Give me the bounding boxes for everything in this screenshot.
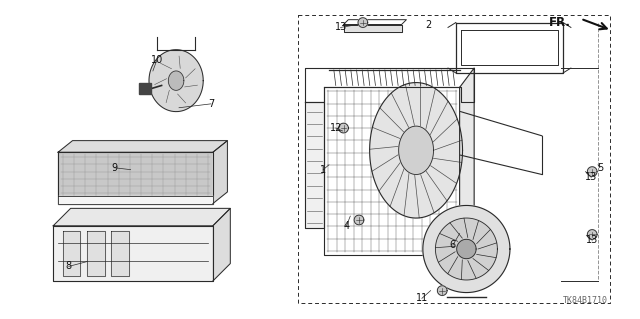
Polygon shape (460, 68, 474, 255)
Polygon shape (423, 205, 510, 293)
Polygon shape (399, 126, 433, 174)
Text: 2: 2 (426, 19, 432, 30)
Polygon shape (53, 208, 230, 226)
Text: 10: 10 (150, 55, 163, 65)
Text: 8: 8 (66, 262, 72, 271)
Polygon shape (435, 218, 497, 280)
Text: 9: 9 (111, 163, 117, 173)
Polygon shape (437, 286, 447, 295)
Text: TK84B1710: TK84B1710 (563, 296, 607, 305)
Polygon shape (588, 230, 597, 239)
Text: 13: 13 (586, 235, 598, 245)
Polygon shape (140, 83, 151, 94)
Polygon shape (58, 196, 213, 204)
Text: 13: 13 (585, 172, 597, 182)
Polygon shape (168, 71, 184, 90)
Text: FR.: FR. (549, 16, 571, 29)
Polygon shape (457, 239, 476, 259)
Text: 13: 13 (335, 22, 347, 33)
Polygon shape (213, 208, 230, 281)
Text: 5: 5 (597, 163, 603, 173)
Polygon shape (58, 152, 213, 204)
Polygon shape (358, 18, 368, 27)
Polygon shape (588, 167, 597, 176)
Polygon shape (344, 25, 401, 32)
Text: 12: 12 (330, 123, 342, 133)
Text: 7: 7 (208, 99, 214, 109)
Polygon shape (63, 231, 80, 276)
Polygon shape (111, 231, 129, 276)
Polygon shape (305, 102, 324, 228)
Text: 11: 11 (416, 293, 428, 303)
Polygon shape (87, 231, 104, 276)
Text: 6: 6 (450, 240, 456, 250)
Polygon shape (149, 50, 204, 112)
Polygon shape (58, 141, 227, 152)
Text: 4: 4 (343, 221, 349, 231)
Polygon shape (354, 215, 364, 225)
Text: 1: 1 (320, 165, 326, 175)
Polygon shape (339, 123, 348, 133)
Polygon shape (53, 226, 213, 281)
Polygon shape (370, 83, 463, 218)
Polygon shape (213, 141, 227, 204)
